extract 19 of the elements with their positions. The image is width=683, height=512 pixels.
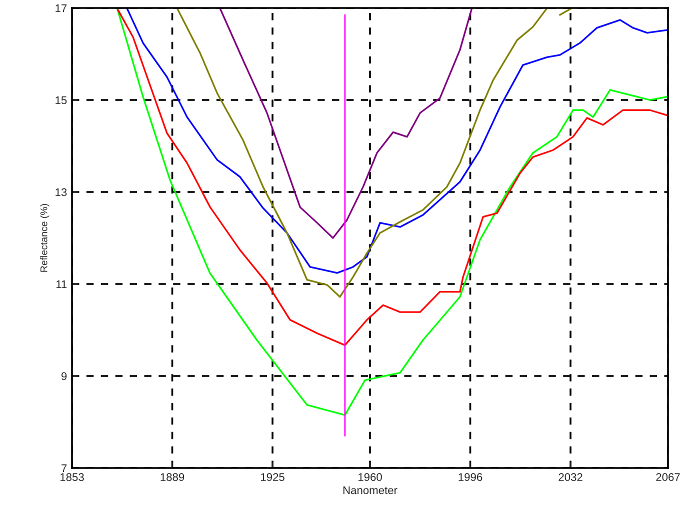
y-tick-label: 15 <box>56 96 67 104</box>
x-tick-label: 1996 <box>458 473 482 482</box>
x-tick-label: 2067 <box>656 473 680 482</box>
y-tick-label: 9 <box>61 372 67 380</box>
line-series <box>126 8 668 274</box>
x-tick-label: 1960 <box>358 473 382 482</box>
line-series <box>219 8 473 239</box>
y-tick-label: 11 <box>56 280 67 288</box>
x-tick-label: 1889 <box>160 473 184 482</box>
x-tick-label: 1853 <box>60 473 84 482</box>
y-tick-label: 13 <box>56 188 67 196</box>
y-tick-label: 17 <box>56 4 67 12</box>
x-tick-label: 2032 <box>558 473 582 482</box>
x-axis-title: Nanometer <box>343 486 398 494</box>
y-axis-title: Reflectance (%) <box>40 204 50 272</box>
line-series <box>117 9 668 346</box>
line-series <box>116 8 668 416</box>
y-tick-label: 7 <box>62 464 67 472</box>
x-tick-label: 1925 <box>261 473 284 482</box>
